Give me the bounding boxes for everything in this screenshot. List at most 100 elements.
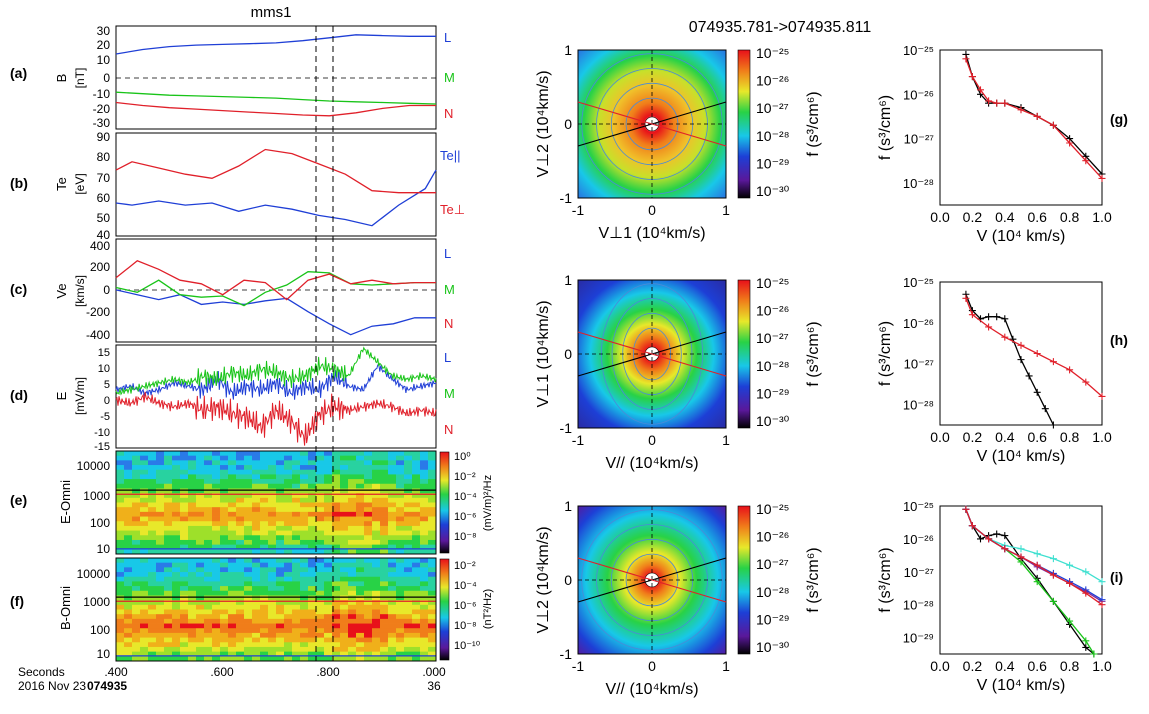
spectrogram-cell: [404, 618, 413, 624]
spectrogram-cell: [324, 590, 333, 596]
spectrogram-cell: [132, 483, 141, 489]
spectrogram-cell: [260, 539, 269, 546]
spectrogram-cell: [164, 656, 173, 662]
spectrogram-cell: [396, 600, 405, 606]
panel-d-ytick: -15: [94, 441, 110, 453]
cut-marker: [1033, 388, 1041, 396]
spectrogram-cell: [292, 609, 301, 615]
spectrogram-cell: [148, 539, 157, 546]
spectrogram-cell: [276, 628, 285, 634]
spectrogram-cell: [316, 549, 325, 555]
spectrogram-cell: [172, 535, 181, 541]
spectrogram-cell: [332, 497, 341, 503]
cut-ytick: 10⁻²⁷: [904, 132, 935, 147]
spectrogram-cell: [188, 465, 197, 471]
spectrogram-cell: [164, 618, 173, 624]
spectrogram-cell: [124, 521, 133, 527]
spectrogram-cell: [244, 516, 253, 522]
panel-c-ytick: 200: [90, 260, 110, 274]
spectrogram-cell: [420, 562, 429, 568]
spectrogram-cell: [388, 497, 397, 503]
vdf-cbar-tick: 10⁻²⁵: [756, 501, 789, 517]
spectrogram-cell: [212, 465, 221, 471]
cut-marker: [985, 313, 993, 321]
spectrogram-cell: [172, 646, 181, 653]
spectrogram-cell: [140, 488, 149, 494]
spectrogram-cell: [244, 474, 253, 480]
cut-series-i-red: [965, 509, 1103, 606]
cut-marker: [1049, 421, 1057, 429]
spectrogram-cell: [116, 614, 125, 620]
series-line-c-m: [115, 271, 436, 307]
spectrogram-cell: [228, 562, 237, 568]
spectrogram-cell: [204, 562, 213, 568]
cut-marker: [1066, 579, 1074, 587]
spectrogram-cell: [380, 646, 389, 653]
spectrogram-cell: [116, 511, 125, 517]
spectrogram-cell: [132, 451, 141, 457]
spectrogram-cell: [180, 507, 189, 513]
spectrogram-cell: [428, 511, 437, 517]
spectrogram-cell: [364, 516, 373, 522]
spectrogram-cell: [116, 586, 125, 592]
spectrogram-cell: [316, 604, 325, 610]
spectrogram-cell: [324, 535, 333, 541]
spectrogram-cell: [380, 609, 389, 615]
panel-f-cbar-unit: (nT²/Hz): [482, 589, 494, 629]
spectrogram-cell: [308, 502, 317, 508]
series-line-c-n: [115, 260, 436, 301]
spectrogram-cell: [260, 628, 269, 634]
spectrogram-cell: [412, 567, 421, 573]
spectrogram-cell: [420, 497, 429, 503]
spectrogram-cell: [332, 525, 341, 531]
panel-c-yticks: 400 200 0 -200 -400: [86, 239, 110, 342]
spectrogram-cell: [268, 539, 277, 546]
spectrogram-cell: [380, 488, 389, 494]
spectrogram-cell: [252, 516, 261, 522]
spectrogram-cell: [252, 521, 261, 527]
spectrogram-cell: [348, 549, 357, 555]
spectrogram-cell: [228, 549, 237, 555]
spectrogram-cell: [380, 558, 389, 564]
spectrogram-cell: [148, 549, 157, 555]
spectrogram-cell: [284, 600, 293, 606]
spectrogram-cell: [388, 576, 397, 582]
spectrogram-cell: [164, 637, 173, 643]
spectrogram-cell: [348, 539, 357, 546]
spectrogram-cell: [348, 511, 357, 517]
panel-d-yunit: [mV/m]: [73, 377, 87, 415]
spectrogram-cell: [404, 632, 413, 638]
spectrogram-cell: [340, 581, 349, 587]
spectrogram-cell: [412, 595, 421, 601]
spectrogram-cell: [300, 525, 309, 531]
spectrogram-cell: [380, 474, 389, 480]
spectrogram-cell: [172, 455, 181, 461]
spectrogram-cell: [220, 609, 229, 615]
spectrogram-cell: [164, 483, 173, 489]
spectrogram-cell: [348, 488, 357, 494]
spectrogram-cell: [276, 525, 285, 531]
panel-e-cbar-tick: 10⁰: [454, 451, 471, 463]
spectrogram-cell: [300, 521, 309, 527]
spectrogram-cell: [172, 604, 181, 610]
spectrogram-cell: [220, 590, 229, 596]
spectrogram-cell: [180, 562, 189, 568]
cut-series-h-red: [965, 298, 1103, 397]
spectrogram-cell: [116, 465, 125, 471]
spectrogram-cell: [276, 642, 285, 648]
spectrogram-cell: [156, 521, 165, 527]
spectrogram-cell: [396, 623, 405, 629]
spectrogram-cell: [260, 549, 269, 555]
spectrogram-cell: [172, 572, 181, 578]
spectrogram-cell: [124, 590, 133, 596]
spectrogram-cell: [300, 493, 309, 499]
spectrogram-cell: [124, 479, 133, 485]
spectrogram-cell: [180, 530, 189, 536]
spectrogram-cell: [380, 604, 389, 610]
spectrogram-cell: [396, 483, 405, 489]
panel-d-ytick: 15: [98, 347, 110, 359]
spectrogram-cell: [236, 646, 245, 653]
spectrogram-cell: [236, 535, 245, 541]
spectrogram-cell: [324, 511, 333, 517]
spectrogram-cell: [140, 581, 149, 587]
